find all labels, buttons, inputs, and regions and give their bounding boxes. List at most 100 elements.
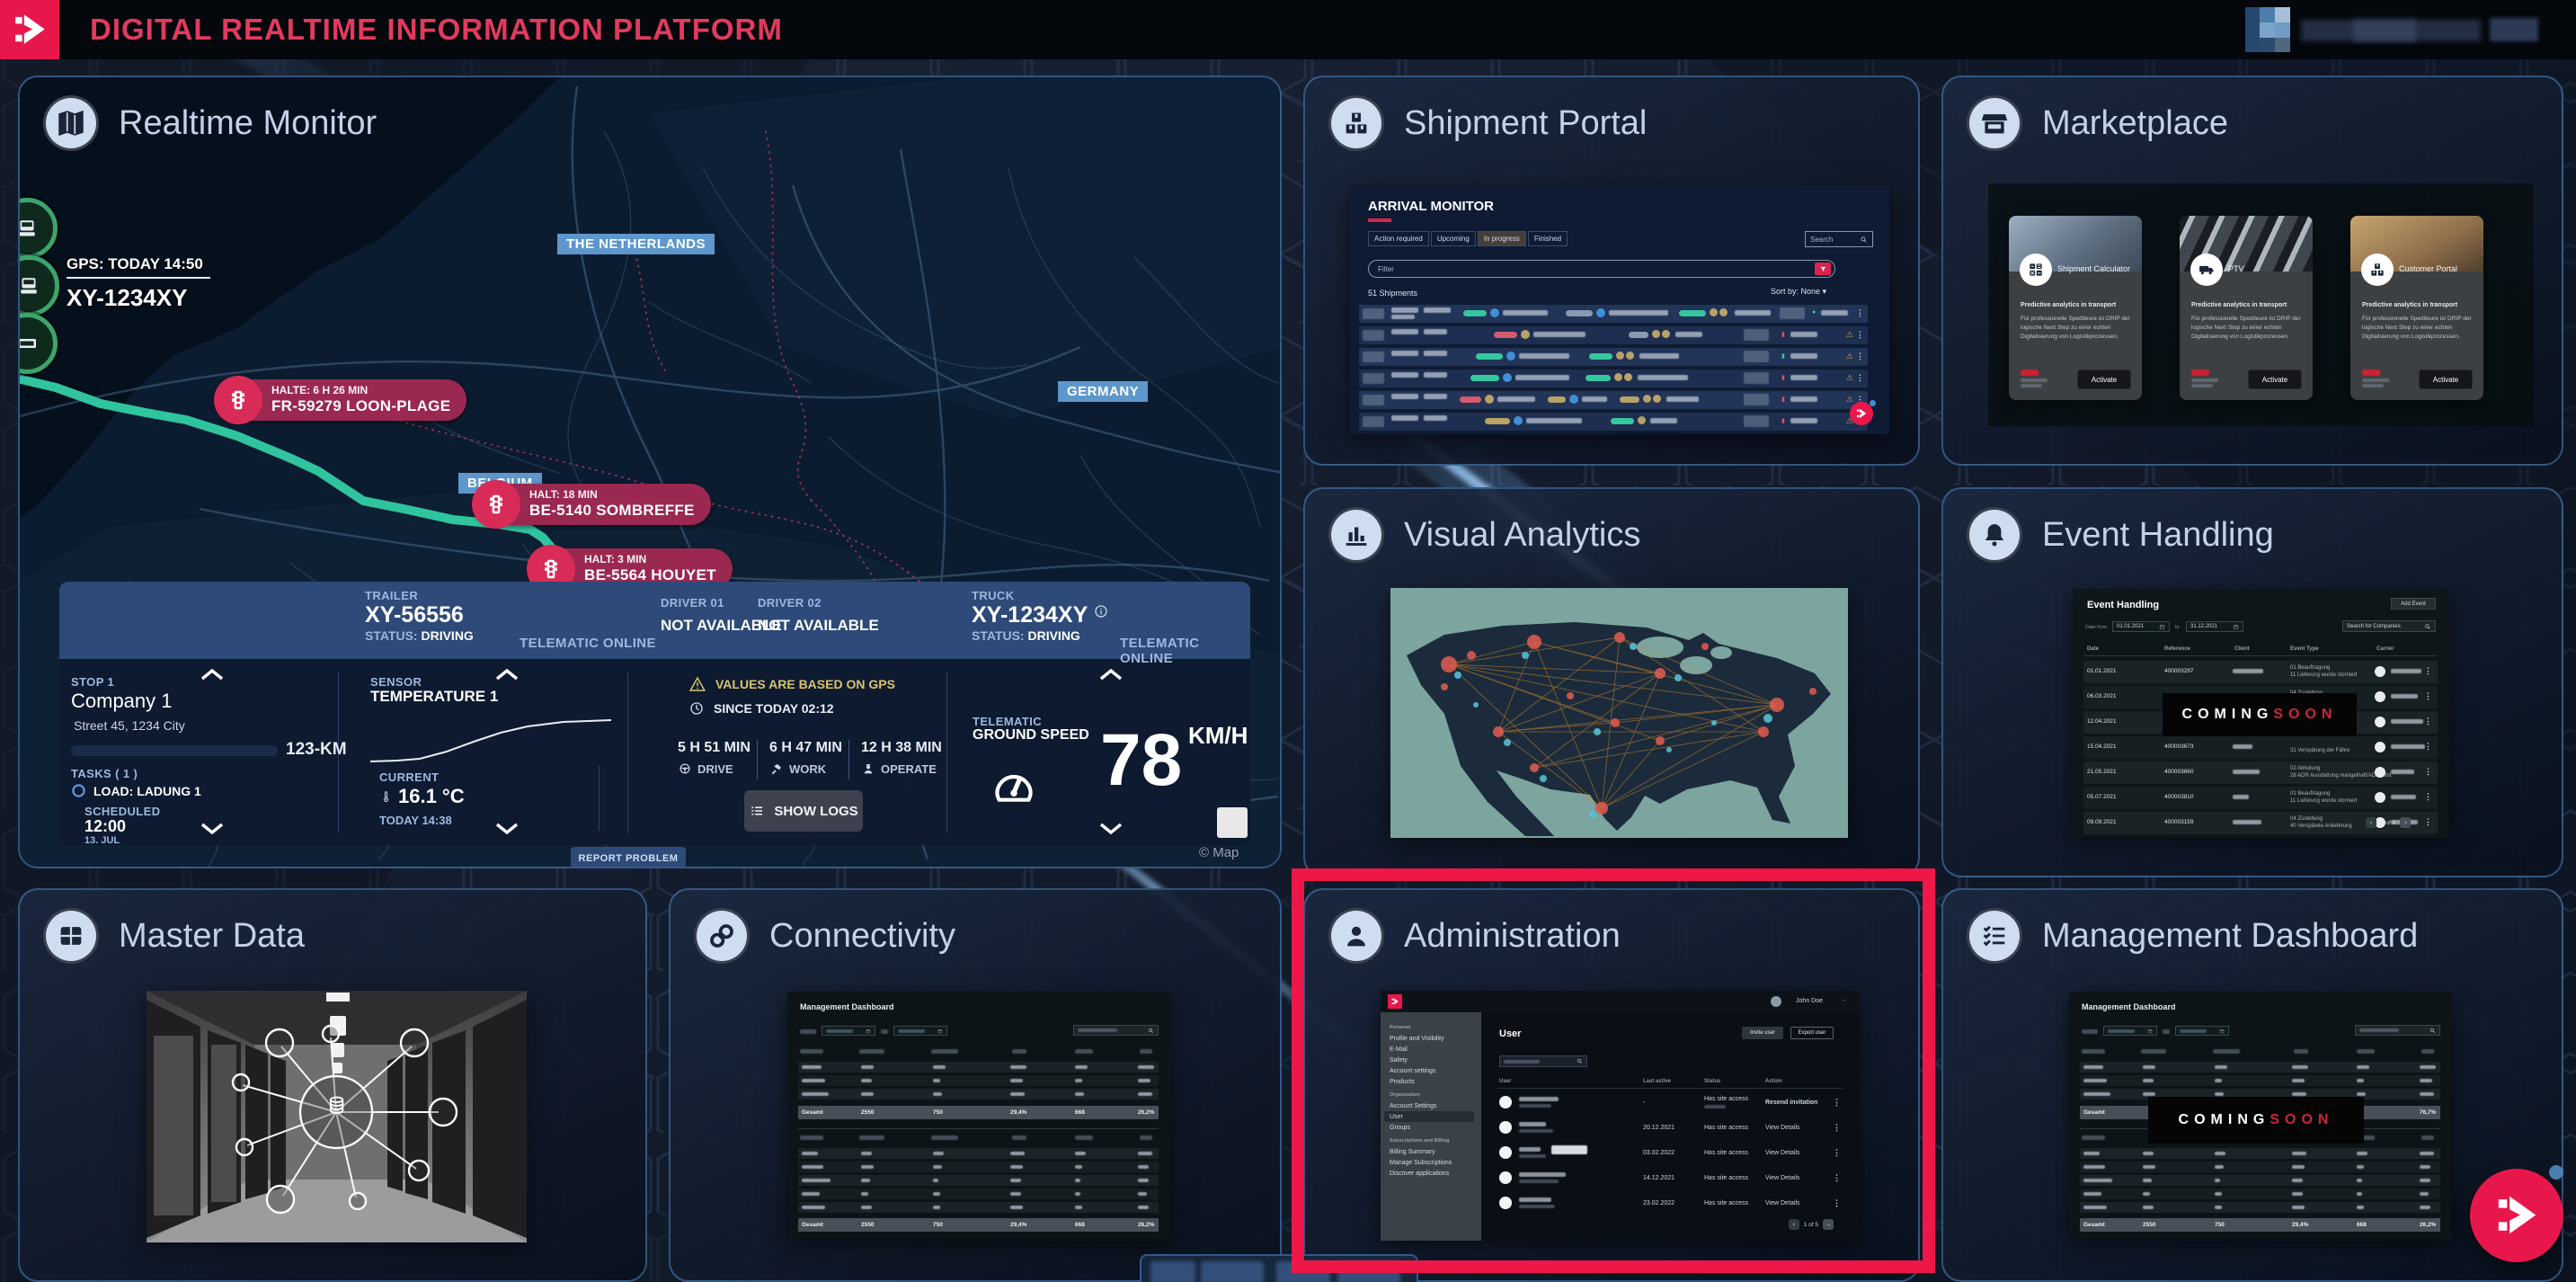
totals-row: Gesamt 2550 750 29,4% 668 26,2% [798, 1218, 1159, 1232]
tile-realtime-monitor[interactable]: Realtime Monitor THE NETHERLANDS GERMANY… [18, 76, 1282, 868]
person-icon [1328, 908, 1384, 964]
filter-icon [1815, 263, 1831, 275]
pagination: ‹ 1 of 5 → [1788, 1219, 1834, 1230]
admin-sidebar: Personal Profile and Visibility E-Mail S… [1381, 1012, 1481, 1241]
activate-button[interactable]: Activate [2419, 369, 2473, 389]
sensor-label: SENSOR [370, 675, 422, 689]
user-row: 14.12.2021 Has site access View Details ⋮ [1497, 1167, 1843, 1190]
company-search-box: Search for Companies [2342, 620, 2436, 632]
steering-wheel-icon [680, 763, 690, 774]
marketplace-card-shipment-calculator[interactable]: Shipment Calculator Predictive analytics… [2009, 216, 2142, 400]
filter-bar: Filter [1368, 260, 1835, 278]
expand-chevron-icon[interactable] [489, 820, 525, 836]
current-time: TODAY 14:38 [379, 814, 452, 827]
shipment-count: 51 Shipments [1368, 289, 1418, 298]
table-grid-icon [43, 908, 99, 964]
traffic-light-icon [472, 480, 520, 529]
coming-soon-banner: COMING SOON [2148, 1097, 2364, 1144]
preview-app-title: Management Dashboard [800, 1002, 894, 1011]
vendor-logo-blurred [2191, 369, 2218, 387]
tile-master-data[interactable]: Master Data [18, 888, 647, 1282]
collapse-chevron-icon[interactable] [194, 666, 230, 682]
scheduled-date: 13. JUL [84, 835, 120, 846]
collapse-chevron-icon[interactable] [489, 666, 525, 682]
stop-pill-sombreffe[interactable]: HALT: 18 MIN BE-5140 SOMBREFFE [472, 480, 711, 529]
distance-progress-bar [71, 745, 278, 756]
map-control[interactable] [1217, 807, 1248, 838]
prev-page-icon: ‹ [2366, 817, 2376, 828]
expand-chevron-icon[interactable] [194, 820, 230, 836]
user-row: 20.12.2021 Has site access View Details ⋮ [1497, 1117, 1843, 1140]
next-page-icon: › [2400, 817, 2412, 828]
activate-button[interactable]: Activate [2077, 369, 2131, 389]
user-row: - Has site access Resend invitation ⋮ [1497, 1091, 1843, 1115]
load-ring-icon [72, 784, 85, 797]
drip-logo[interactable] [0, 0, 59, 59]
management-dashboard-preview: Management Dashboard Gesamt 76,7% Gesamt… [2069, 992, 2451, 1241]
activate-button[interactable]: Activate [2248, 369, 2302, 389]
tile-event-handling[interactable]: Event Handling Event Handling Add Event … [1941, 487, 2563, 877]
map-icon [43, 95, 99, 151]
speedometer-icon [989, 758, 1039, 808]
drip-fab-button[interactable] [2470, 1169, 2563, 1262]
tile-title: Visual Analytics [1404, 515, 1641, 554]
tab-in-progress: In progress [1477, 231, 1526, 246]
expand-chevron-icon[interactable] [1093, 820, 1129, 836]
sort-dropdown: Sort by: None ▾ [1771, 287, 1827, 296]
speed-value: 78 [1100, 719, 1183, 801]
admin-page-title: User [1499, 1028, 1522, 1039]
stop-pill-loon-plage[interactable]: HALTE: 6 H 26 MIN FR-59279 LOON-PLAGE [214, 376, 467, 424]
tile-title: Marketplace [2042, 103, 2228, 142]
thermometer-icon [383, 791, 389, 803]
tile-connectivity[interactable]: Connectivity Management Dashboard Gesamt… [669, 888, 1282, 1282]
current-temperature: 16.1 °C [379, 785, 465, 808]
telemetry-panel: TRAILER XY-56556 STATUS: DRIVING TELEMAT… [59, 582, 1250, 846]
company-search-box [2355, 1025, 2440, 1036]
administration-preview: John Doe → Personal Profile and Visibili… [1381, 991, 1859, 1241]
scheduled-time: 12:00 [84, 817, 127, 835]
task-item[interactable]: LOAD: LADUNG 1 [71, 783, 201, 798]
gps-status-label: GPS: TODAY 14:50 XY-1234XY [67, 255, 210, 312]
tile-administration[interactable]: Administration John Doe → Personal Profi… [1303, 888, 1920, 1282]
list-icon [751, 806, 764, 815]
tile-marketplace[interactable]: Marketplace Shipment Calculator Predicti… [1941, 76, 2563, 466]
user-menu-blurred[interactable] [2245, 4, 2569, 56]
company-address: Street 45, 1234 City [74, 718, 185, 733]
map-label-germany: GERMANY [1058, 381, 1149, 402]
prev-page-icon: ‹ [1788, 1219, 1799, 1230]
search-icon [1861, 236, 1867, 243]
tab-finished: Finished [1527, 231, 1568, 246]
show-logs-button[interactable]: SHOW LOGS [744, 790, 863, 832]
drip-logo-small [1388, 994, 1402, 1009]
temperature-chart [370, 719, 612, 762]
ground-speed-label: GROUND SPEED [973, 727, 1089, 743]
bell-icon [1967, 507, 2022, 563]
marketplace-card-ptv[interactable]: PTV Predictive analytics in transport Fü… [2180, 216, 2313, 400]
server-room-preview [147, 991, 527, 1242]
tile-title: Shipment Portal [1404, 103, 1648, 142]
collapse-chevron-icon[interactable] [1093, 666, 1129, 682]
date-from-input [822, 1026, 875, 1036]
telematic-online-status: TELEMATIC ONLINE [1120, 636, 1200, 666]
vehicle-status-bar: TRAILER XY-56556 STATUS: DRIVING TELEMAT… [59, 582, 1250, 666]
marketplace-card-customer-portal[interactable]: Customer Portal Predictive analytics in … [2350, 216, 2483, 400]
event-handling-preview: Event Handling Add Event Date from 01.01… [2073, 589, 2448, 838]
truck-icon [2190, 254, 2223, 286]
speed-unit: KM/H [1188, 722, 1248, 749]
pagination: ‹ 1 of 1 › [2366, 817, 2412, 828]
info-icon[interactable] [1094, 604, 1108, 619]
map-label-netherlands: THE NETHERLANDS [557, 234, 715, 254]
tile-shipment-portal[interactable]: Shipment Portal ARRIVAL MONITOR Action r… [1303, 76, 1920, 466]
warning-icon [689, 677, 706, 691]
storefront-icon [1967, 95, 2022, 151]
tasks-label: TASKS ( 1 ) [71, 767, 138, 780]
report-problem-button[interactable]: REPORT PROBLEM [571, 847, 686, 867]
tile-visual-analytics[interactable]: Visual Analytics [1303, 487, 1920, 877]
tile-management-dashboard[interactable]: Management Dashboard Management Dashboar… [1941, 888, 2563, 1282]
tile-title: Event Handling [2042, 515, 2274, 554]
trailer-id: XY-56556 [365, 602, 464, 628]
tab-action-required: Action required [1368, 231, 1429, 246]
bottom-dock-blurred[interactable] [1140, 1254, 1418, 1282]
packages-icon [1328, 95, 1384, 151]
